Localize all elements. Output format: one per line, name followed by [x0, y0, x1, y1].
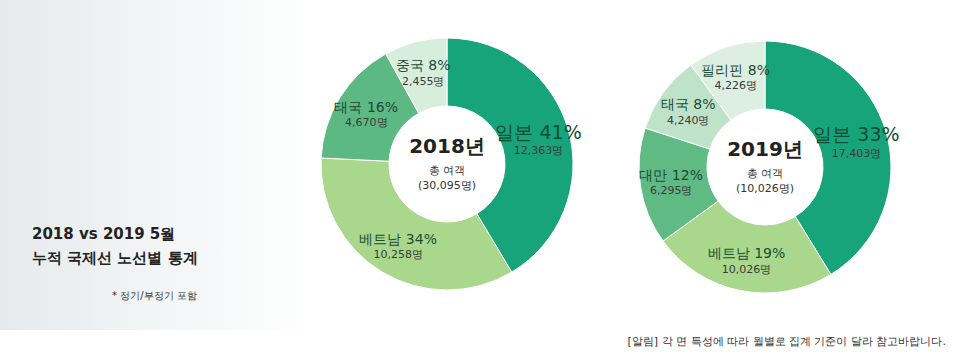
svg-text:베트남 34%: 베트남 34%	[359, 231, 437, 247]
svg-text:일본 41%: 일본 41%	[495, 121, 581, 143]
svg-text:6,295명: 6,295명	[650, 184, 693, 197]
svg-text:총 여객: 총 여객	[429, 164, 466, 177]
svg-text:2018 vs 2019 5월: 2018 vs 2019 5월	[32, 225, 175, 243]
svg-text:2019년: 2019년	[727, 137, 803, 161]
svg-text:베트남 19%: 베트남 19%	[708, 245, 786, 261]
svg-text:누적 국제선 노선별 통계: 누적 국제선 노선별 통계	[32, 249, 198, 267]
svg-text:(10,026명): (10,026명)	[736, 182, 794, 195]
svg-text:2018년: 2018년	[409, 134, 485, 158]
svg-text:12,363명: 12,363명	[514, 144, 564, 157]
svg-text:(30,095명): (30,095명)	[418, 179, 476, 192]
svg-text:4,240명: 4,240명	[667, 114, 710, 127]
svg-text:4,670명: 4,670명	[345, 116, 388, 129]
svg-text:* 정기/부정기 포함: * 정기/부정기 포함	[112, 290, 197, 301]
svg-text:태국 16%: 태국 16%	[334, 99, 398, 115]
svg-text:총 여객: 총 여객	[747, 167, 784, 180]
svg-text:17,403명: 17,403명	[832, 147, 882, 160]
svg-text:[알림] 각 면 특성에 따라 월별로 집계 기준이 달라: [알림] 각 면 특성에 따라 월별로 집계 기준이 달라 참고바랍니다.	[627, 335, 946, 348]
svg-text:10,026명: 10,026명	[722, 263, 772, 276]
svg-text:중국 8%: 중국 8%	[396, 57, 451, 73]
svg-text:태국 8%: 태국 8%	[661, 96, 716, 112]
svg-text:10,258명: 10,258명	[373, 248, 423, 261]
svg-text:4,226명: 4,226명	[714, 79, 757, 92]
svg-text:2,455명: 2,455명	[402, 75, 445, 88]
svg-text:대만 12%: 대만 12%	[639, 167, 703, 183]
svg-text:필리핀 8%: 필리핀 8%	[701, 62, 770, 78]
svg-text:일본 33%: 일본 33%	[813, 123, 899, 145]
